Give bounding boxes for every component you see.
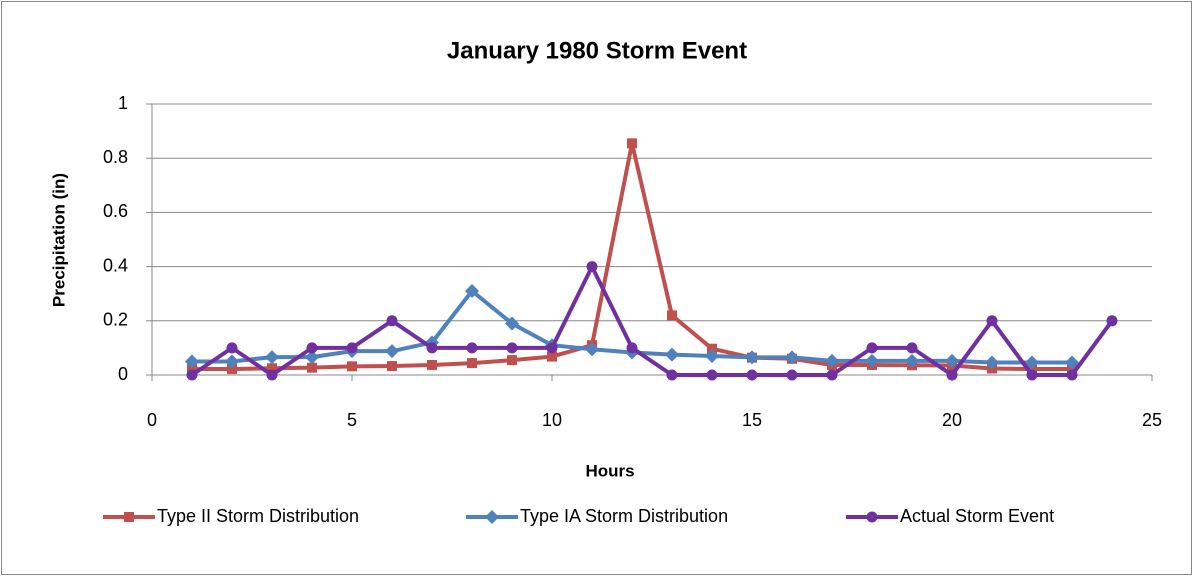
legend-label: Type IA Storm Distribution <box>520 506 728 526</box>
marker-circle <box>546 342 558 354</box>
marker-diamond <box>705 349 719 364</box>
legend-label: Type II Storm Distribution <box>157 506 359 526</box>
marker-circle <box>906 342 918 354</box>
marker-diamond <box>585 342 599 357</box>
marker-square <box>227 364 237 375</box>
x-tick-label: 15 <box>742 410 762 430</box>
marker-circle <box>706 369 718 381</box>
marker-circle <box>426 342 438 354</box>
marker-square <box>627 138 637 149</box>
marker-circle <box>786 369 798 381</box>
marker-circle <box>826 369 838 381</box>
x-axis-title: Hours <box>585 461 634 480</box>
x-tick-label: 25 <box>1142 410 1162 430</box>
marker-circle <box>266 369 278 381</box>
marker-diamond <box>225 354 239 369</box>
marker-circle <box>626 342 638 354</box>
marker-circle <box>586 261 598 273</box>
marker-circle <box>866 342 878 354</box>
marker-circle <box>866 511 878 523</box>
marker-square <box>307 362 317 373</box>
marker-square <box>467 358 477 369</box>
marker-diamond <box>905 353 919 368</box>
marker-circle <box>306 342 318 354</box>
marker-square <box>347 361 357 372</box>
marker-square <box>427 359 437 370</box>
x-tick-label: 5 <box>347 410 357 430</box>
x-tick-label: 10 <box>542 410 562 430</box>
marker-circle <box>226 342 238 354</box>
y-tick-label: 0.6 <box>103 201 128 221</box>
marker-square <box>267 363 277 374</box>
marker-diamond <box>1025 355 1039 370</box>
y-tick-label: 0.4 <box>103 255 128 275</box>
marker-diamond <box>465 283 479 298</box>
chart-title: January 1980 Storm Event <box>447 37 747 64</box>
marker-diamond <box>485 510 499 524</box>
marker-diamond <box>185 354 199 369</box>
marker-square <box>547 351 557 362</box>
marker-diamond <box>745 350 759 365</box>
marker-circle <box>946 369 958 381</box>
marker-square <box>667 310 677 321</box>
marker-square <box>124 512 134 522</box>
y-tick-label: 0 <box>118 364 128 384</box>
legend-label: Actual Storm Event <box>900 506 1054 526</box>
marker-square <box>387 361 397 372</box>
marker-diamond <box>825 353 839 368</box>
series-line <box>190 264 1114 377</box>
marker-square <box>187 364 197 375</box>
marker-diamond <box>785 350 799 365</box>
marker-diamond <box>505 316 519 331</box>
marker-diamond <box>1065 355 1079 370</box>
marker-circle <box>986 315 998 327</box>
marker-diamond <box>385 344 399 359</box>
marker-circle <box>506 342 518 354</box>
marker-diamond <box>865 353 879 368</box>
marker-circle <box>1026 369 1038 381</box>
marker-circle <box>1066 369 1078 381</box>
x-tick-label: 20 <box>942 410 962 430</box>
marker-square <box>507 355 517 366</box>
y-tick-label: 1 <box>118 93 128 113</box>
y-axis-title: Precipitation (in) <box>49 173 68 307</box>
marker-square <box>707 343 717 354</box>
marker-circle <box>1106 315 1118 327</box>
marker-diamond <box>945 353 959 368</box>
marker-circle <box>746 369 758 381</box>
marker-diamond <box>265 350 279 365</box>
marker-diamond <box>985 355 999 370</box>
marker-circle <box>666 369 678 381</box>
y-tick-label: 0.8 <box>103 147 128 167</box>
y-tick-label: 0.2 <box>103 310 128 330</box>
marker-circle <box>386 315 398 327</box>
x-tick-label: 0 <box>147 410 157 430</box>
marker-circle <box>466 342 478 354</box>
marker-diamond <box>665 347 679 362</box>
marker-circle <box>186 369 198 381</box>
marker-circle <box>346 342 358 354</box>
marker-diamond <box>305 350 319 365</box>
